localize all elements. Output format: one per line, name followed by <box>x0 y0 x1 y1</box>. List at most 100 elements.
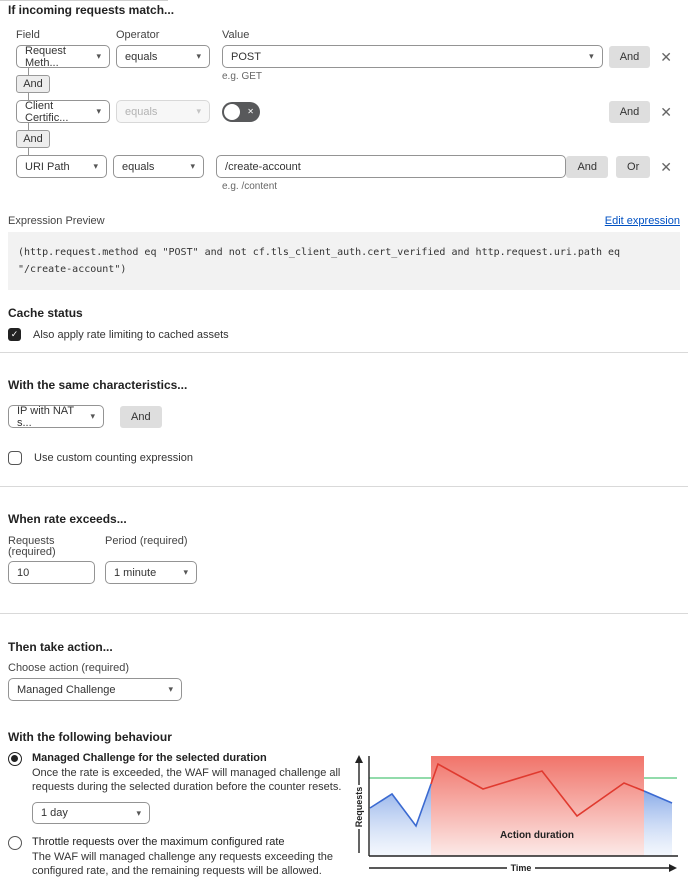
x-axis-arrow-icon <box>669 864 677 872</box>
action-select-value: Managed Challenge <box>17 683 116 696</box>
add-characteristic-and-button[interactable]: And <box>120 405 162 428</box>
behaviour-option-title: Throttle requests over the maximum confi… <box>32 836 285 848</box>
condition-row-3: URI Path ▾ equals ▾ And Or ✕ e.g. /conte… <box>8 155 680 192</box>
close-icon: ✕ <box>660 158 672 175</box>
operator-select-disabled: equals ▾ <box>116 100 210 123</box>
requests-line-red <box>430 762 645 818</box>
scrolled-element-edge <box>0 0 168 1</box>
chevron-down-icon: ▾ <box>196 51 201 61</box>
period-label: Period (required) <box>105 535 188 547</box>
section-characteristics: With the same characteristics... IP with… <box>0 379 688 465</box>
rate-limit-illustration: Requests Action duration Time <box>354 755 678 873</box>
behaviour-option-description: Once the rate is exceeded, the WAF will … <box>32 767 342 793</box>
field-select[interactable]: Request Meth... ▾ <box>16 44 110 69</box>
expression-code-block: (http.request.method eq "POST" and not c… <box>8 232 680 290</box>
duration-select[interactable]: 1 day ▾ <box>32 802 150 824</box>
operator-select[interactable]: equals ▾ <box>113 155 205 178</box>
cached-assets-row: ✓ Also apply rate limiting to cached ass… <box>8 328 680 341</box>
value-helper-text: e.g. GET <box>222 71 263 82</box>
field-select-value: URI Path <box>25 160 70 173</box>
period-select[interactable]: 1 minute ▾ <box>105 561 197 584</box>
custom-counting-row: Use custom counting expression <box>8 451 680 465</box>
action-duration-region <box>431 756 644 856</box>
chevron-down-icon: ▾ <box>190 161 196 171</box>
value-toggle[interactable]: ✕ <box>222 101 260 122</box>
behaviour-option-description: The WAF will managed challenge any reque… <box>32 851 334 877</box>
value-combobox[interactable]: POST ▾ <box>222 45 603 68</box>
chevron-down-icon: ▾ <box>589 51 594 61</box>
remove-condition-button[interactable]: ✕ <box>658 105 674 119</box>
operator-select-value: equals <box>125 105 158 118</box>
section-divider <box>0 613 688 614</box>
y-axis-arrow-icon <box>355 755 363 763</box>
value-column-label: Value <box>222 29 250 41</box>
behaviour-option-throttle: Throttle requests over the maximum confi… <box>8 836 352 878</box>
add-and-condition-button[interactable]: And <box>608 45 651 68</box>
requests-area-left <box>370 784 431 856</box>
behaviour-body: Managed Challenge for the selected durat… <box>8 752 680 882</box>
behaviour-option-title: Managed Challenge for the selected durat… <box>32 752 267 764</box>
operator-column-label: Operator <box>116 29 160 41</box>
add-and-condition-button[interactable]: And <box>608 100 651 123</box>
and-connector-badge: And <box>16 130 50 148</box>
chevron-down-icon: ▾ <box>96 51 101 61</box>
section-title-behaviour: With the following behaviour <box>8 730 172 744</box>
requests-line-blue <box>643 790 673 804</box>
period-select-value: 1 minute <box>114 566 157 579</box>
expression-preview-header: Expression Preview Edit expression <box>8 215 680 227</box>
remove-condition-button[interactable]: ✕ <box>658 160 674 174</box>
chart-x-axis-label: Time <box>511 863 532 873</box>
chevron-down-icon: ▾ <box>90 411 95 421</box>
requests-line-blue <box>369 783 432 828</box>
behaviour-option-duration: Managed Challenge for the selected durat… <box>8 752 352 824</box>
section-divider <box>0 352 688 353</box>
throttle-radio-button[interactable] <box>8 836 22 850</box>
chevron-down-icon: ▾ <box>168 684 173 694</box>
chevron-down-icon: ▾ <box>136 807 141 818</box>
value-combobox-value: POST <box>231 50 261 63</box>
edit-expression-link[interactable]: Edit expression <box>604 215 680 227</box>
behaviour-chart: Requests Action duration Time <box>350 752 680 880</box>
action-select[interactable]: Managed Challenge ▾ <box>8 678 182 701</box>
toggle-x-icon: ✕ <box>247 106 254 116</box>
section-action: Then take action... Choose action (requi… <box>0 641 688 882</box>
add-or-condition-button[interactable]: Or <box>616 155 651 178</box>
section-title-match: If incoming requests match... <box>8 3 175 17</box>
value-input[interactable] <box>216 155 567 178</box>
custom-counting-checkbox[interactable] <box>8 451 22 465</box>
duration-radio-button[interactable] <box>8 752 22 766</box>
condition-row-2: Client Certific... ▾ equals ▾ ✕ And ✕ <box>8 99 680 124</box>
chart-action-duration-label: Action duration <box>500 830 574 841</box>
column-labels: Field Operator Value <box>8 30 680 41</box>
remove-condition-button[interactable]: ✕ <box>658 50 674 64</box>
add-and-condition-button[interactable]: And <box>566 155 609 178</box>
and-connector-badge: And <box>16 75 50 93</box>
field-select[interactable]: Client Certific... ▾ <box>16 99 110 124</box>
section-title-characteristics: With the same characteristics... <box>8 378 188 392</box>
field-select[interactable]: URI Path ▾ <box>16 155 108 178</box>
close-icon: ✕ <box>660 103 672 120</box>
cached-assets-checkbox[interactable]: ✓ <box>8 328 21 341</box>
section-divider <box>0 486 688 487</box>
requests-label: Requests (required) <box>8 535 56 558</box>
section-title-rate: When rate exceeds... <box>8 512 127 526</box>
chevron-down-icon: ▾ <box>183 567 188 577</box>
check-icon: ✓ <box>10 329 19 339</box>
section-match: If incoming requests match... Field Oper… <box>0 0 688 341</box>
requests-area-right <box>644 791 672 856</box>
section-rate: When rate exceeds... Requests (required)… <box>0 513 688 584</box>
chevron-down-icon: ▾ <box>196 106 201 116</box>
operator-select[interactable]: equals ▾ <box>116 45 210 68</box>
characteristic-select[interactable]: IP with NAT s... ▾ <box>8 404 104 429</box>
field-select-value: Request Meth... <box>25 44 66 69</box>
custom-counting-checkbox-label: Use custom counting expression <box>34 452 193 464</box>
close-icon: ✕ <box>660 48 672 65</box>
cached-assets-checkbox-label: Also apply rate limiting to cached asset… <box>33 328 229 341</box>
field-select-value: Client Certific... <box>25 99 69 124</box>
operator-select-value: equals <box>122 160 155 173</box>
section-title-cache: Cache status <box>8 306 83 320</box>
requests-input[interactable] <box>8 561 95 584</box>
characteristic-select-value: IP with NAT s... <box>17 404 74 429</box>
chevron-down-icon: ▾ <box>96 106 101 116</box>
expression-preview-label: Expression Preview <box>8 215 105 227</box>
